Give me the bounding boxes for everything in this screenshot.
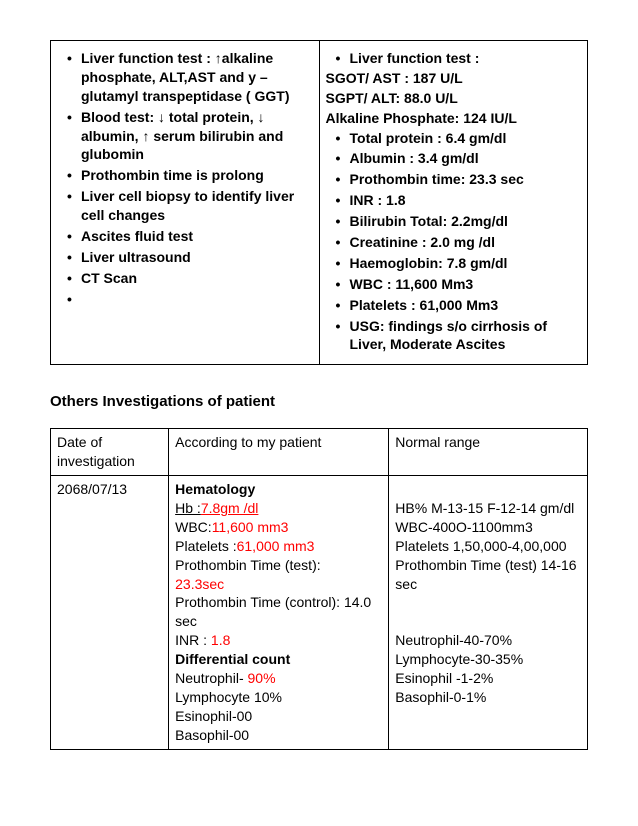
neut-label: Neutrophil- [175, 670, 247, 686]
left-item: CT Scan [81, 269, 313, 288]
hb-label: Hb : [175, 500, 201, 516]
right-list: Total protein : 6.4 gm/dl Albumin : 3.4 … [326, 129, 582, 355]
header-date: Date of investigation [51, 429, 169, 476]
left-item: Prothombin time is prolong [81, 166, 313, 185]
table-header-row: Date of investigation According to my pa… [51, 429, 588, 476]
right-item: Bilirubin Total: 2.2mg/dl [350, 212, 582, 231]
n-hb: HB% M-13-15 F-12-14 gm/dl [395, 500, 574, 516]
right-head-line: SGOT/ AST : 187 U/L [326, 69, 582, 88]
n-esin: Esinophil -1-2% [395, 670, 493, 686]
esin: Esinophil-00 [175, 708, 252, 724]
wbc-label: WBC: [175, 519, 212, 535]
diff-title: Differential count [175, 651, 290, 667]
right-head-line: Alkaline Phosphate: 124 IU/L [326, 109, 582, 128]
n-wbc: WBC-400O-1100mm3 [395, 519, 532, 535]
n-plat: Platelets 1,50,000-4,00,000 [395, 538, 566, 554]
right-item: Haemoglobin: 7.8 gm/dl [350, 254, 582, 273]
right-item: Total protein : 6.4 gm/dl [350, 129, 582, 148]
n-pt: Prothombin Time (test) 14-16 sec [395, 557, 576, 592]
cell-patient: Hematology Hb :7.8gm /dl WBC:11,600 mm3 … [169, 476, 389, 749]
investigations-table: Date of investigation According to my pa… [50, 428, 588, 749]
left-item: Blood test: ↓ total protein, ↓ albumin, … [81, 108, 313, 165]
hematology-title: Hematology [175, 481, 255, 497]
n-lymph: Lymphocyte-30-35% [395, 651, 523, 667]
wbc-value: 11,600 mm3 [212, 519, 289, 535]
right-item: Prothombin time: 23.3 sec [350, 170, 582, 189]
lymph: Lymphocyte 10% [175, 689, 282, 705]
header-normal: Normal range [389, 429, 588, 476]
right-item: USG: findings s/o cirrhosis of Liver, Mo… [350, 317, 582, 355]
pt-test-value: 23.3sec [175, 576, 224, 592]
cell-normal: HB% M-13-15 F-12-14 gm/dl WBC-400O-1100m… [389, 476, 588, 749]
pt-ctrl: Prothombin Time (control): 14.0 sec [175, 594, 371, 629]
baso: Basophil-00 [175, 727, 249, 743]
right-cell: Liver function test : SGOT/ AST : 187 U/… [319, 41, 588, 365]
left-item: Ascites fluid test [81, 227, 313, 246]
inr-value: 1.8 [211, 632, 230, 648]
section-title: Others Investigations of patient [50, 393, 588, 410]
right-item: Creatinine : 2.0 mg /dl [350, 233, 582, 252]
n-neut: Neutrophil-40-70% [395, 632, 512, 648]
cell-date: 2068/07/13 [51, 476, 169, 749]
table-row: 2068/07/13 Hematology Hb :7.8gm /dl WBC:… [51, 476, 588, 749]
right-item: Platelets : 61,000 Mm3 [350, 296, 582, 315]
right-item: INR : 1.8 [350, 191, 582, 210]
hb-value: 7.8gm /dl [201, 500, 259, 516]
plat-label: Platelets : [175, 538, 236, 554]
header-patient: According to my patient [169, 429, 389, 476]
n-baso: Basophil-0-1% [395, 689, 486, 705]
left-item: Liver ultrasound [81, 248, 313, 267]
right-item: Albumin : 3.4 gm/dl [350, 149, 582, 168]
inr-label: INR : [175, 632, 211, 648]
neut-value: 90% [248, 670, 276, 686]
left-item: Liver cell biopsy to identify liver cell… [81, 187, 313, 225]
left-item: Liver function test : ↑alkaline phosphat… [81, 49, 313, 106]
top-two-column-table: Liver function test : ↑alkaline phosphat… [50, 40, 588, 365]
plat-value: 61,000 mm3 [237, 538, 315, 554]
right-head-line: SGPT/ ALT: 88.0 U/L [326, 89, 582, 108]
right-head-bullet: Liver function test : [326, 49, 582, 68]
left-list: Liver function test : ↑alkaline phosphat… [57, 49, 313, 288]
left-cell: Liver function test : ↑alkaline phosphat… [51, 41, 320, 365]
right-item: WBC : 11,600 Mm3 [350, 275, 582, 294]
pt-test-label: Prothombin Time (test): [175, 557, 321, 573]
